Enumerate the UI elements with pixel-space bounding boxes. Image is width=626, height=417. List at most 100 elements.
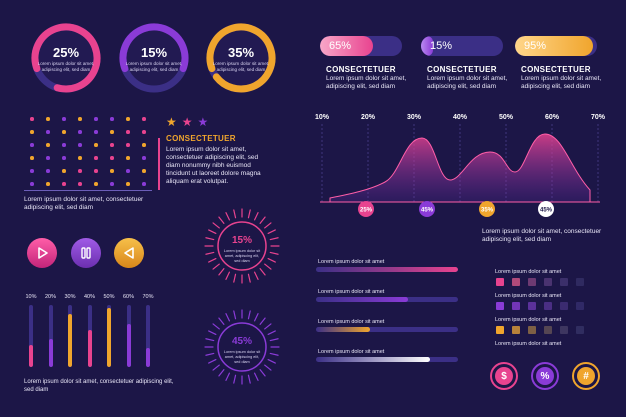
vbar-label: 70% xyxy=(142,294,154,300)
star-block-heading: CONSECTETUER xyxy=(166,134,236,143)
chart-marker-label: 45% xyxy=(540,208,553,214)
play-button[interactable] xyxy=(27,238,57,268)
vbar-fill xyxy=(48,339,53,367)
sun-ray xyxy=(212,364,220,371)
sun-ray xyxy=(205,352,215,356)
vbar-fill xyxy=(87,329,92,367)
matrix-dot xyxy=(142,143,146,147)
matrix-dot xyxy=(30,130,34,134)
ring-gauge xyxy=(206,23,276,93)
sun-ray xyxy=(264,222,272,229)
icon-button-glyph: $ xyxy=(501,370,507,382)
hbar xyxy=(316,327,458,332)
ring-arc xyxy=(206,23,276,93)
sun-ray xyxy=(267,257,276,263)
x-tick-label: 20% xyxy=(361,114,376,121)
sun-ray xyxy=(225,212,231,221)
icon-button-core: # xyxy=(577,367,595,385)
matrix-dot xyxy=(62,182,66,186)
matrix-dot xyxy=(94,130,98,134)
vbar xyxy=(29,305,33,367)
back-button[interactable] xyxy=(114,238,144,268)
icon-button-core: $ xyxy=(495,367,513,385)
grid-swatch xyxy=(560,326,568,334)
star-icon: ★ xyxy=(197,115,209,129)
pill-bar: 65% xyxy=(320,36,402,56)
chart-marker xyxy=(479,201,495,217)
pill-value: 15% xyxy=(430,40,453,52)
dot-matrix-underline xyxy=(24,190,152,191)
matrix-dot xyxy=(30,143,34,147)
sun-ray xyxy=(225,372,231,381)
chart-marker-label: 35% xyxy=(481,208,494,214)
icon-button[interactable]: # xyxy=(572,362,600,390)
ring-arc xyxy=(31,23,101,93)
pill-fill xyxy=(515,36,593,56)
matrix-dot xyxy=(126,117,130,121)
grid-swatch xyxy=(496,278,504,286)
vbar xyxy=(126,305,131,367)
grid-swatch xyxy=(512,326,520,334)
grid-swatch xyxy=(496,302,504,310)
matrix-dot xyxy=(62,117,66,121)
matrix-dot xyxy=(78,182,82,186)
vbar-label: 60% xyxy=(122,294,134,300)
sun-ray xyxy=(264,323,272,330)
matrix-dot xyxy=(94,169,98,173)
sun-ray xyxy=(253,271,259,280)
sun-ray xyxy=(218,216,225,224)
matrix-dot xyxy=(142,156,146,160)
sun-value: 45% xyxy=(231,336,252,347)
pause-button[interactable] xyxy=(71,238,101,268)
sun-ray xyxy=(269,251,279,255)
vbar-label: 50% xyxy=(103,294,115,300)
grid-swatch xyxy=(512,302,520,310)
grid-footer-label: Lorem ipsum dolor sit amet xyxy=(495,341,562,347)
pill-heading: CONSECTETUER xyxy=(427,65,497,74)
hbar-fill xyxy=(316,297,409,302)
vbar-label: 20% xyxy=(44,294,56,300)
matrix-dot xyxy=(110,156,114,160)
matrix-dot xyxy=(46,130,50,134)
sun-ray xyxy=(264,263,272,270)
matrix-dot xyxy=(94,143,98,147)
x-tick-label: 30% xyxy=(407,114,422,121)
ring-caption: Lorem ipsum dolor sit amet, adipiscing e… xyxy=(125,61,183,72)
sun-ray xyxy=(218,317,225,325)
grid-swatch xyxy=(544,278,552,286)
chart-marker xyxy=(419,201,435,217)
hbar-label: Lorem ipsum dolor sit amet xyxy=(318,349,385,355)
sun-ray xyxy=(259,369,266,377)
pill-fill xyxy=(320,36,374,56)
sun-ray xyxy=(218,369,225,377)
sun-core xyxy=(217,221,267,271)
sun-ray xyxy=(247,209,251,219)
icon-button[interactable]: % xyxy=(531,362,559,390)
star-icon: ★ xyxy=(181,115,193,129)
x-tick-label: 70% xyxy=(591,114,606,121)
vbar-label: 40% xyxy=(83,294,95,300)
hbar-label: Lorem ipsum dolor sit amet xyxy=(318,289,385,295)
icon-button-glyph: % xyxy=(540,370,550,382)
pill-heading: CONSECTETUER xyxy=(326,65,396,74)
matrix-dot xyxy=(46,182,50,186)
ring-gauge xyxy=(119,23,189,93)
sun-ray xyxy=(205,251,215,255)
x-tick-label: 60% xyxy=(545,114,560,121)
matrix-dot xyxy=(110,169,114,173)
grid-swatch xyxy=(512,278,520,286)
vbar xyxy=(146,305,150,367)
vbars-caption: Lorem ipsum dolor sit amet, consectetuer… xyxy=(24,379,174,393)
sun-gauge xyxy=(204,309,280,385)
sun-ray xyxy=(247,310,251,320)
matrix-dot xyxy=(142,130,146,134)
icon-button[interactable]: $ xyxy=(490,362,518,390)
matrix-dot xyxy=(46,117,50,121)
grid-swatch xyxy=(528,278,536,286)
sun-ray xyxy=(218,268,225,276)
sun-ray xyxy=(208,257,217,263)
pill-heading: CONSECTETUER xyxy=(521,65,591,74)
grid-row-label: Lorem ipsum dolor sit amet xyxy=(495,293,562,299)
pill-text: Lorem ipsum dolor sit amet, adipiscing e… xyxy=(326,75,407,90)
star-icon: ★ xyxy=(166,115,177,129)
